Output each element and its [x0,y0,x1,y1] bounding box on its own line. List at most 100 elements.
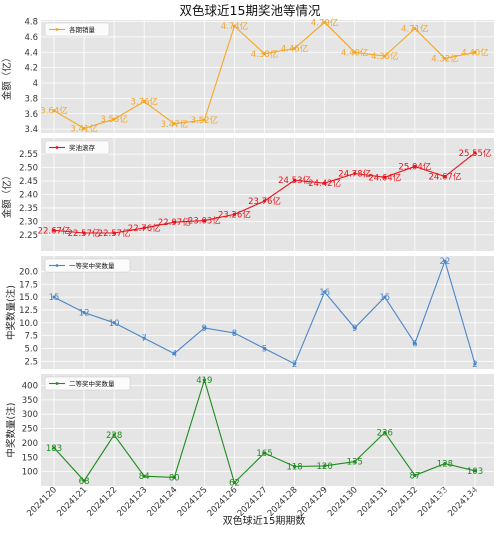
x-tick-label: 2024122 [85,485,119,519]
data-point [112,321,116,325]
data-label: 24.64亿 [368,172,401,183]
y-tick-label: 2.5 [24,357,38,367]
y-axis-label: 中奖数量(注) [5,403,17,458]
y-tick-label: 20.0 [19,267,38,277]
data-label: 419 [196,376,212,386]
data-label: 15 [379,293,390,303]
data-point [52,109,56,113]
data-point [262,451,267,455]
y-tick-label: 2.25 [19,231,38,241]
y-tick-label: 300 [22,410,38,420]
x-tick-label: 2024129 [296,485,330,519]
y-tick-label: 2.50 [19,164,38,174]
legend: 奖池滚存 [44,140,110,155]
data-label: 84 [139,472,150,482]
data-label: 9 [352,324,357,334]
data-label: 120 [317,462,333,472]
legend-label: 奖池滚存 [69,143,96,152]
y-tick-label: 10.0 [19,319,38,329]
data-label: 4.38亿 [251,49,278,60]
data-label: 3.64亿 [40,106,67,117]
data-point [232,212,237,217]
x-tick-label: 2024130 [326,485,360,519]
data-point [232,480,237,485]
data-point [323,464,327,468]
data-point [383,295,387,299]
data-label: 24.42亿 [308,178,341,189]
data-label: 62 [229,479,240,489]
data-label: 22.97亿 [158,217,191,228]
data-label: 22.67亿 [38,225,71,236]
data-point [262,199,267,203]
data-label: 22.57亿 [68,228,101,239]
data-point [82,231,86,235]
y-tick-label: 2.55 [19,150,38,160]
y-tick-label: 4.2 [24,64,38,74]
data-point [262,346,267,351]
data-point [473,362,477,366]
data-label: 22 [440,257,451,267]
data-point [413,341,417,345]
data-label: 4.79亿 [311,17,338,28]
legend: 各期销量 [44,22,110,37]
y-tick-label: 4.4 [24,48,38,58]
data-label: 4.40亿 [461,47,488,58]
data-point [413,473,417,477]
data-label: 2 [472,360,477,370]
legend: 二等奖中奖数量 [44,376,131,391]
data-label: 3.47亿 [161,119,188,130]
data-label: 23.03亿 [188,216,221,227]
legend-box [44,376,131,391]
data-point [112,433,116,437]
y-tick-label: 2.40 [19,191,38,201]
data-label: 22.76亿 [128,223,161,234]
data-label: 135 [347,458,363,468]
x-axis-label: 双色球近15期期数 [223,514,306,527]
data-label: 24.78亿 [338,169,371,180]
data-label: 24.67亿 [429,171,462,182]
data-point [353,326,357,330]
y-tick-label: 4 [33,79,38,89]
data-point [52,446,56,450]
data-label: 22.57亿 [98,228,131,239]
legend-box [44,140,110,155]
data-label: 24.53亿 [278,175,311,186]
data-point [353,171,357,176]
data-point [353,50,357,54]
data-point [82,310,86,315]
chart-title: 双色球近15期奖池等情况 [180,3,321,18]
data-label: 4.35亿 [371,51,398,62]
data-point [202,218,206,223]
data-point [383,430,387,435]
y-tick-label: 7.5 [24,332,38,342]
data-point [323,20,327,24]
legend: 一等奖中奖数量 [44,258,131,273]
data-label: 4.32亿 [431,53,458,64]
data-label: 4 [172,350,177,360]
data-label: 2 [292,360,297,370]
data-point [292,464,297,469]
y-axis-label: 金额（亿） [1,53,13,101]
x-tick-label: 2024121 [55,485,89,519]
data-point [323,181,327,185]
legend-marker [55,28,59,31]
data-label: 118 [286,462,302,472]
data-point [112,117,116,121]
y-tick-label: 2.35 [19,204,38,214]
data-label: 23.76亿 [248,196,281,207]
data-label: 87 [409,471,420,481]
panel-1: 3.43.63.844.24.44.64.8金额（亿）3.64亿3.41亿3.5… [1,17,494,135]
data-point [413,164,417,169]
y-tick-label: 2.45 [19,177,38,187]
x-tick-label: 2024125 [176,485,210,519]
data-label: 7 [142,334,147,344]
legend-marker [55,382,59,385]
x-tick-label: 2024120 [25,485,59,519]
y-axis-label: 中奖数量(注) [5,285,17,340]
data-point [52,295,56,299]
data-point [202,378,206,382]
data-label: 3.53亿 [100,114,127,125]
y-tick-label: 3.8 [24,94,38,104]
y-tick-label: 250 [22,425,38,435]
